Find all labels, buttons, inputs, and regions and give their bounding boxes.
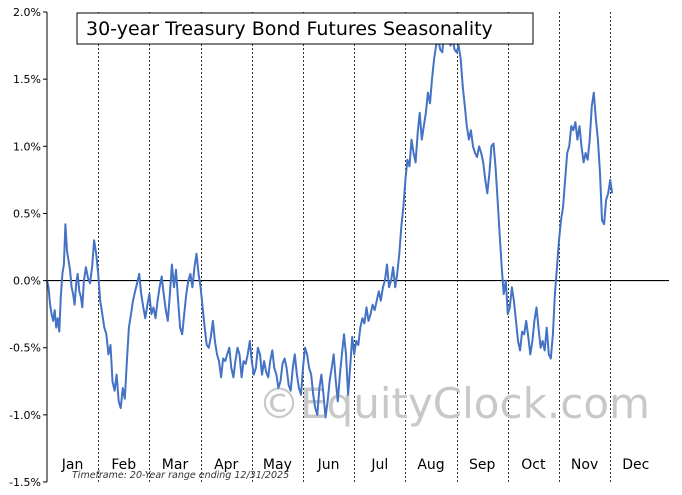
month-label-sep: Sep (469, 457, 496, 473)
title-frame (76, 12, 534, 45)
month-label-jul: Jul (370, 457, 388, 473)
month-label-nov: Nov (571, 457, 598, 473)
month-label-apr: Apr (214, 457, 238, 473)
y-tick-labels: 2.0% 1.5% 1.0% 0.5% 0.0% -0.5% -1.0% -1.5% (9, 6, 47, 489)
watermark: © EquityClock.com (258, 379, 650, 428)
y-tick-label: -0.5% (9, 342, 41, 355)
y-tick-label: -1.5% (9, 476, 41, 489)
chart-title: 30-year Treasury Bond Futures Seasonalit… (86, 18, 493, 40)
title-box: 30-year Treasury Bond Futures Seasonalit… (76, 12, 534, 45)
month-labels: Jan Feb Mar Apr May Jun Jul Aug Sep Oct Nov Dec (61, 457, 650, 473)
month-label-dec: Dec (622, 457, 649, 473)
watermark-text: EquityClock.com (300, 379, 650, 428)
y-tick-label: 1.0% (13, 140, 41, 153)
month-label-feb: Feb (111, 457, 136, 473)
month-label-oct: Oct (521, 457, 546, 473)
y-tick-label: -1.0% (9, 409, 41, 422)
y-tick-label: 0.5% (13, 207, 41, 220)
series-layer (46, 27, 614, 419)
grid-layer (47, 12, 669, 482)
month-label-aug: Aug (417, 457, 444, 473)
month-label-jan: Jan (61, 457, 84, 473)
seasonality-series-line (46, 27, 614, 419)
y-tick-label: 2.0% (13, 6, 41, 19)
month-label-mar: Mar (162, 457, 189, 473)
y-tick-label: 1.5% (13, 73, 41, 86)
y-tick-label: 0.0% (13, 275, 41, 288)
timeframe-footnote: Timeframe: 20-Year range ending 12/31/20… (72, 470, 289, 481)
month-label-may: May (263, 457, 292, 473)
month-label-jun: Jun (317, 457, 340, 473)
